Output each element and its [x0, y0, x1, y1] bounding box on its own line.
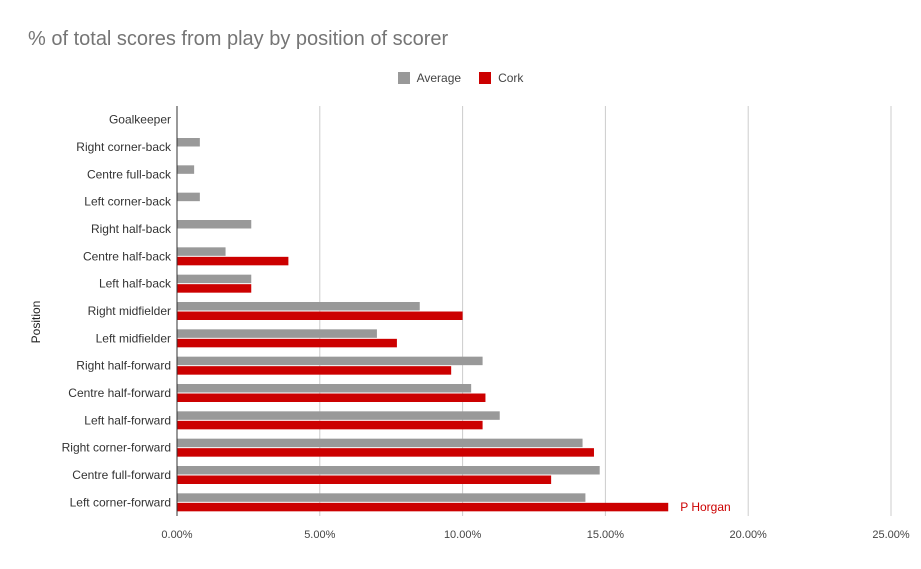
- bar-average-left-corner-forward: [177, 493, 586, 502]
- bar-average-left-corner-back: [177, 192, 200, 202]
- x-tick-label: 0.00%: [161, 529, 192, 541]
- bar-cork-right-corner-forward: [177, 448, 594, 457]
- bar-average-centre-half-back: [177, 247, 226, 256]
- annotation-label: P Horgan: [680, 500, 730, 514]
- x-tick-label: 10.00%: [444, 529, 482, 541]
- y-tick-label-left-midfielder: Left midfielder: [96, 331, 171, 345]
- bar-average-centre-full-back: [177, 165, 195, 174]
- y-tick-label-left-half-forward: Left half-forward: [84, 413, 171, 427]
- y-tick-label-centre-half-forward: Centre half-forward: [68, 386, 171, 400]
- x-tick-label: 5.00%: [304, 529, 335, 541]
- legend: Average Cork: [0, 71, 921, 85]
- bar-cork-right-half-forward: [177, 366, 452, 375]
- bar-cork-right-midfielder: [177, 311, 463, 320]
- y-tick-label-right-corner-forward: Right corner-forward: [62, 441, 171, 455]
- bar-average-left-midfielder: [177, 329, 377, 338]
- bar-cork-centre-full-forward: [177, 475, 552, 484]
- bar-average-right-corner-back: [177, 138, 200, 147]
- y-tick-label-centre-full-forward: Centre full-forward: [72, 468, 171, 482]
- legend-label-average: Average: [416, 71, 462, 85]
- bar-average-left-half-forward: [177, 411, 500, 420]
- bar-cork-left-corner-forward: [177, 502, 669, 512]
- legend-label-cork: Cork: [498, 71, 524, 85]
- chart-title: % of total scores from play by position …: [28, 28, 449, 50]
- bar-average-right-half-forward: [177, 356, 483, 366]
- y-tick-label-right-half-forward: Right half-forward: [76, 359, 171, 373]
- legend-item-cork[interactable]: Cork: [479, 71, 523, 85]
- bar-cork-centre-half-forward: [177, 393, 486, 402]
- y-tick-label-left-half-back: Left half-back: [99, 277, 172, 291]
- y-tick-label-goalkeeper: Goalkeeper: [109, 113, 171, 127]
- y-tick-label-right-corner-back: Right corner-back: [76, 140, 172, 154]
- x-tick-label: 25.00%: [872, 529, 910, 541]
- bar-cork-left-midfielder: [177, 338, 397, 348]
- bar-cork-centre-half-back: [177, 256, 289, 266]
- y-tick-label-centre-half-back: Centre half-back: [83, 249, 172, 263]
- bar-average-right-corner-forward: [177, 438, 583, 448]
- bar-average-right-midfielder: [177, 302, 420, 311]
- bar-average-centre-full-forward: [177, 466, 600, 475]
- y-tick-label-left-corner-forward: Left corner-forward: [70, 495, 171, 509]
- bar-average-left-half-back: [177, 274, 252, 284]
- bar-average-centre-half-forward: [177, 384, 472, 393]
- bar-average-right-half-back: [177, 220, 252, 229]
- y-tick-label-right-half-back: Right half-back: [91, 222, 172, 236]
- x-tick-label: 20.00%: [730, 529, 768, 541]
- bar-cork-left-half-back: [177, 284, 252, 293]
- y-tick-label-centre-full-back: Centre full-back: [87, 167, 172, 181]
- legend-item-average[interactable]: Average: [397, 71, 462, 85]
- y-tick-label-left-corner-back: Left corner-back: [84, 195, 172, 209]
- bar-cork-left-half-forward: [177, 420, 483, 430]
- x-tick-label: 15.00%: [587, 529, 625, 541]
- legend-swatch-average: [397, 72, 410, 84]
- legend-swatch-cork: [479, 72, 492, 84]
- y-tick-label-right-midfielder: Right midfielder: [88, 304, 171, 318]
